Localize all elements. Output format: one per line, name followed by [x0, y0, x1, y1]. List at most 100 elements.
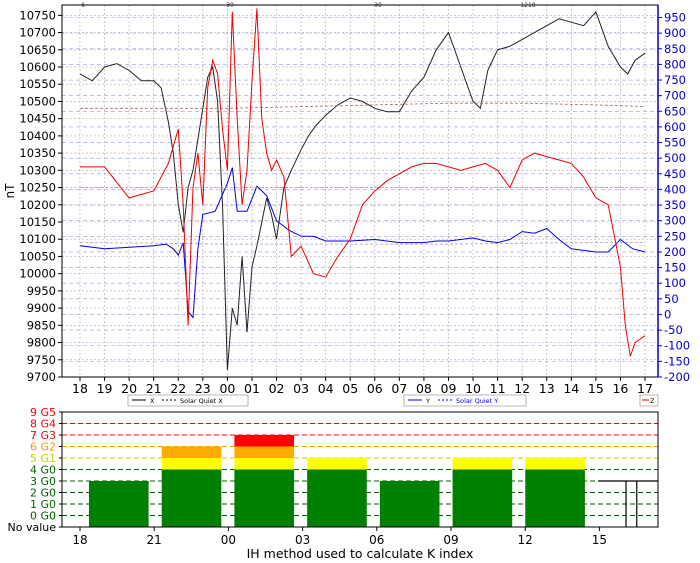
k-x-tick-label: 03 [295, 533, 310, 547]
x-axis-tick-label: 13 [539, 381, 555, 396]
left-axis-tick-label: 9850 [27, 318, 56, 332]
left-axis-tick-label: 10300 [19, 163, 56, 177]
k-level-label: 1 G0 [30, 498, 56, 511]
right-axis-tick-label: 950 [664, 11, 686, 25]
x-axis-tick-label: 10 [465, 381, 481, 396]
k-bar-green [452, 469, 513, 527]
series-line-solar-quiet-x [80, 102, 646, 109]
left-axis-tick-label: 10200 [19, 198, 56, 212]
left-axis-tick-label: 9700 [27, 370, 56, 384]
right-axis-tick-label: 100 [664, 276, 686, 290]
left-axis-tick-label: 10100 [19, 232, 56, 246]
plot-background [62, 5, 658, 377]
left-axis-tick-label: 9900 [27, 301, 56, 315]
k-bar-yellow [307, 458, 367, 470]
legend-box: X Solar Quiet X [127, 394, 249, 407]
x-axis-tick-label: 05 [342, 381, 358, 396]
left-axis-tick-label: 10150 [19, 215, 56, 229]
k-bar-green [525, 469, 585, 527]
k-x-axis-label: IH method used to calculate K index [247, 546, 474, 561]
legend-label: Z [650, 397, 655, 405]
left-axis-tick-label: 10450 [19, 112, 56, 126]
right-axis-tick-label: 500 [664, 151, 686, 165]
k-level-label: 3 G0 [30, 475, 56, 488]
k-level-label: 9 G5 [30, 406, 56, 419]
series-line-z [80, 8, 646, 357]
top-tick-label: 1218 [520, 2, 535, 9]
x-axis-tick-label: 11 [490, 381, 506, 396]
right-axis-tick-label: 700 [664, 89, 686, 103]
right-axis-tick-label: 750 [664, 73, 686, 87]
x-axis-tick-label: 20 [121, 381, 137, 396]
k-x-tick-label: 09 [443, 533, 458, 547]
right-axis-tick-label: -200 [664, 370, 690, 384]
x-axis-tick-label: 06 [367, 381, 383, 396]
left-axis-tick-label: 9950 [27, 284, 56, 298]
left-axis-tick-label: 10050 [19, 249, 56, 263]
k-bar-red [234, 435, 295, 447]
right-axis-tick-label: 850 [664, 42, 686, 56]
left-axis-tick-label: 10000 [19, 267, 56, 281]
k-level-label: 2 G0 [30, 487, 56, 500]
x-axis-tick-label: 12 [514, 381, 530, 396]
left-axis-tick-label: 10500 [19, 94, 56, 108]
k-x-tick-label: 12 [518, 533, 533, 547]
right-axis-tick-label: 350 [664, 198, 686, 212]
legend-box: Z [639, 394, 659, 407]
right-axis-tick-label: 600 [664, 120, 686, 134]
k-x-tick-label: 18 [72, 533, 87, 547]
legend-frame [403, 394, 527, 407]
series-line-x [79, 10, 646, 371]
left-axis-tick-label: 10750 [19, 8, 56, 22]
x-axis-tick-label: 23 [195, 381, 211, 396]
x-axis-tick-label: 21 [146, 381, 162, 396]
right-axis-tick-label: 650 [664, 104, 686, 118]
k-x-tick-label: 06 [369, 533, 384, 547]
k-bar-orange [161, 446, 222, 458]
left-axis-tick-label: 10600 [19, 60, 56, 74]
right-axis-tick-label: 400 [664, 182, 686, 196]
x-axis-tick-label: 22 [170, 381, 186, 396]
k-level-label: 7 G3 [30, 429, 56, 442]
x-axis-tick-label: 16 [612, 381, 628, 396]
top-tick-label: -6 [79, 2, 85, 9]
y-axis-label: nT [3, 183, 17, 199]
right-axis-tick-label: 800 [664, 57, 686, 71]
k-level-label: No value [7, 521, 56, 534]
k-level-label: 0 G0 [30, 510, 56, 523]
k-level-label: 5 G1 [30, 452, 56, 465]
x-axis-tick-label: 07 [391, 381, 407, 396]
k-level-label: 6 G2 [30, 441, 56, 454]
x-axis-tick-label: 19 [97, 381, 113, 396]
k-bar-yellow [452, 458, 513, 470]
k-bar-yellow [161, 458, 222, 470]
left-axis-tick-label: 10550 [19, 77, 56, 91]
legend-label: Solar Quiet X [180, 397, 223, 405]
k-bar-yellow [234, 458, 295, 470]
top-tick-label: 30 [226, 2, 234, 9]
left-axis-tick-label: 9800 [27, 336, 56, 350]
legend-frame [127, 394, 249, 407]
right-axis-tick-label: 50 [664, 292, 679, 306]
right-axis-tick-label: 200 [664, 245, 686, 259]
top-tick-label: 30 [374, 2, 382, 9]
left-axis-tick-label: 9750 [27, 353, 56, 367]
x-axis-tick-label: 00 [219, 381, 235, 396]
k-x-tick-label: 00 [221, 533, 236, 547]
right-axis-tick-label: -150 [664, 354, 690, 368]
x-axis-tick-label: 17 [637, 381, 653, 396]
k-bar-green [161, 469, 222, 527]
right-axis-tick-label: 300 [664, 214, 686, 228]
k-x-tick-label: 21 [147, 533, 162, 547]
left-axis-tick-label: 10250 [19, 181, 56, 195]
k-bar-yellow [525, 458, 585, 470]
right-axis-tick-label: 150 [664, 261, 686, 275]
series-line-solar-quiet-y [79, 242, 645, 245]
legend-label: X [150, 397, 155, 405]
x-axis-tick-label: 01 [244, 381, 260, 396]
legend-label: Y [425, 397, 430, 405]
x-axis-tick-label: 08 [416, 381, 432, 396]
left-axis-tick-label: 10650 [19, 43, 56, 57]
